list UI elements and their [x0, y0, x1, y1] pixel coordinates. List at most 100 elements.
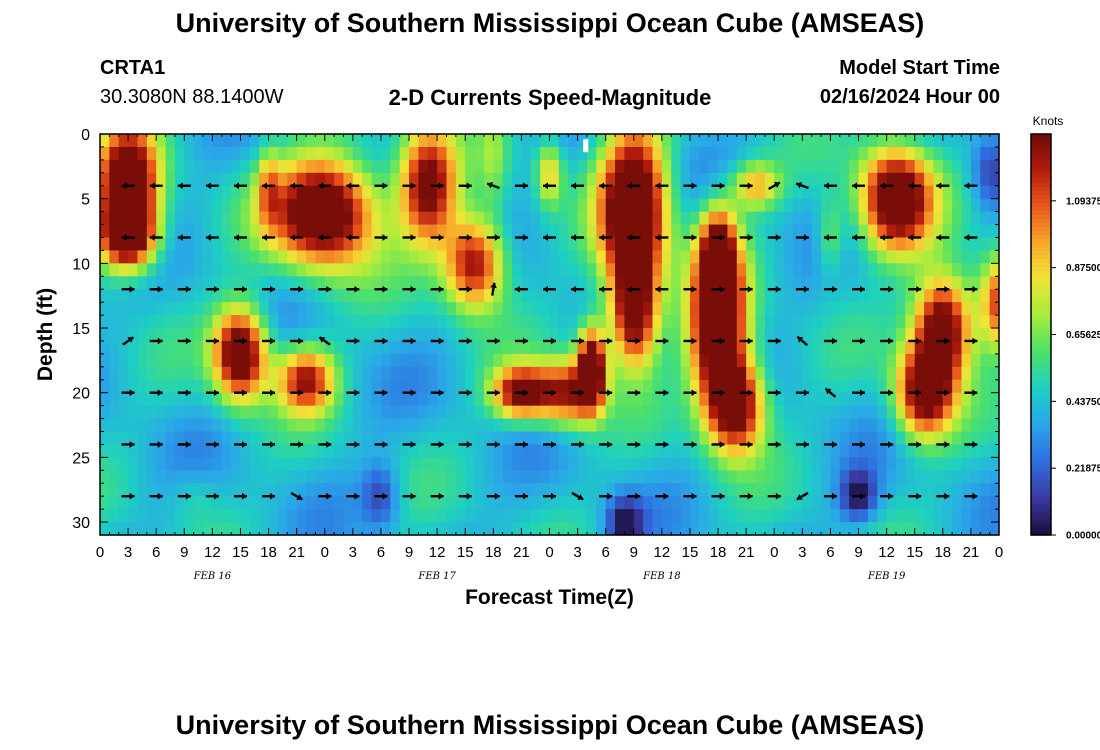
heatmap-cell [661, 509, 672, 523]
heatmap-cell [174, 146, 185, 161]
heatmap-cell [137, 172, 148, 187]
heatmap-cell [418, 237, 429, 252]
heatmap-cell [137, 263, 148, 277]
arrow-head [410, 441, 416, 448]
colorbar-segment [1031, 522, 1051, 528]
heatmap-cell [427, 276, 438, 290]
heatmap-cell [989, 431, 1000, 446]
heatmap-cell [736, 405, 747, 420]
x-tick-label: 3 [798, 544, 806, 561]
heatmap-cell [671, 146, 682, 161]
heatmap-cell [193, 509, 204, 523]
heatmap-cell [708, 522, 719, 536]
heatmap-cell [895, 392, 906, 407]
heatmap-cell [783, 509, 794, 523]
heatmap-cell [952, 328, 963, 342]
heatmap-cell [952, 263, 963, 277]
heatmap-cell [980, 509, 991, 523]
colorbar-segment [1031, 518, 1051, 524]
heatmap-cell [483, 509, 494, 523]
arrow-head [438, 285, 444, 293]
heatmap-cell [493, 146, 504, 161]
heatmap-cell [746, 315, 757, 329]
heatmap-cell [100, 470, 110, 484]
heatmap-cell [343, 379, 354, 394]
current-arrow [374, 234, 388, 241]
heatmap-cell [118, 250, 129, 264]
heatmap-cell [858, 134, 869, 148]
arrow-head [551, 492, 556, 500]
heatmap-cell [446, 276, 457, 290]
heatmap-cell [315, 328, 326, 342]
heatmap-cell [427, 134, 438, 148]
heatmap-cell [905, 146, 916, 161]
heatmap-cell [643, 444, 654, 458]
heatmap-cell [774, 509, 785, 523]
heatmap-cell [409, 431, 419, 446]
arrow-head [326, 285, 332, 293]
heatmap-cell [858, 522, 869, 536]
heatmap-cell [306, 379, 316, 394]
heatmap-cell [568, 483, 579, 497]
heatmap-cell [905, 224, 916, 239]
heatmap-cell [764, 379, 775, 394]
heatmap-cell [409, 366, 419, 381]
heatmap-cell [231, 185, 242, 200]
heatmap-cell [596, 431, 607, 446]
heatmap-cell [315, 289, 326, 303]
heatmap-cell [465, 522, 476, 536]
heatmap-cell [933, 457, 944, 471]
heatmap-cell [306, 353, 316, 368]
heatmap-cell [362, 405, 373, 420]
heatmap-cell [409, 276, 419, 290]
heatmap-cell [802, 392, 813, 407]
heatmap-cell [343, 328, 354, 342]
heatmap-cell [203, 392, 213, 407]
heatmap-cell [362, 366, 373, 381]
heatmap-cell [914, 470, 925, 484]
current-arrow [571, 337, 585, 345]
heatmap-cell [146, 302, 157, 316]
heatmap-cell [296, 496, 307, 510]
heatmap-cell [755, 431, 766, 446]
heatmap-cell [549, 470, 560, 484]
heatmap-cell [746, 496, 757, 510]
heatmap-cell [952, 418, 963, 433]
heatmap-cell [418, 392, 429, 407]
heatmap-cell [446, 340, 457, 355]
heatmap-cell [633, 522, 644, 536]
heatmap-cell [390, 405, 401, 420]
heatmap-cell [586, 457, 597, 471]
heatmap-cell [437, 237, 448, 252]
heatmap-cell [352, 134, 363, 148]
heatmap-cell [455, 211, 466, 226]
heatmap-cell [184, 405, 195, 420]
heatmap-cell [128, 198, 139, 213]
heatmap-cell [727, 379, 738, 394]
heatmap-cell [530, 185, 541, 200]
x-tick-label: 15 [232, 544, 249, 561]
heatmap-cell [839, 340, 850, 355]
heatmap-cell [109, 134, 120, 148]
arrow-head [691, 337, 697, 345]
heatmap-cell [615, 379, 626, 394]
heatmap-cell [586, 146, 597, 161]
heatmap-cell [437, 509, 448, 523]
heatmap-cell [792, 302, 803, 316]
heatmap-cell [193, 172, 204, 187]
heatmap-cell [942, 483, 953, 497]
heatmap-cell [409, 302, 419, 316]
heatmap-cell [952, 315, 963, 329]
heatmap-cell [221, 522, 232, 536]
heatmap-cell [240, 276, 251, 290]
heatmap-cell [989, 340, 1000, 355]
heatmap-cell [764, 263, 775, 277]
heatmap-cell [259, 237, 270, 252]
heatmap-cell [128, 224, 139, 239]
heatmap-cell [586, 496, 597, 510]
heatmap-cell [530, 250, 541, 264]
heatmap-cell [118, 224, 129, 239]
heatmap-cell [193, 470, 204, 484]
